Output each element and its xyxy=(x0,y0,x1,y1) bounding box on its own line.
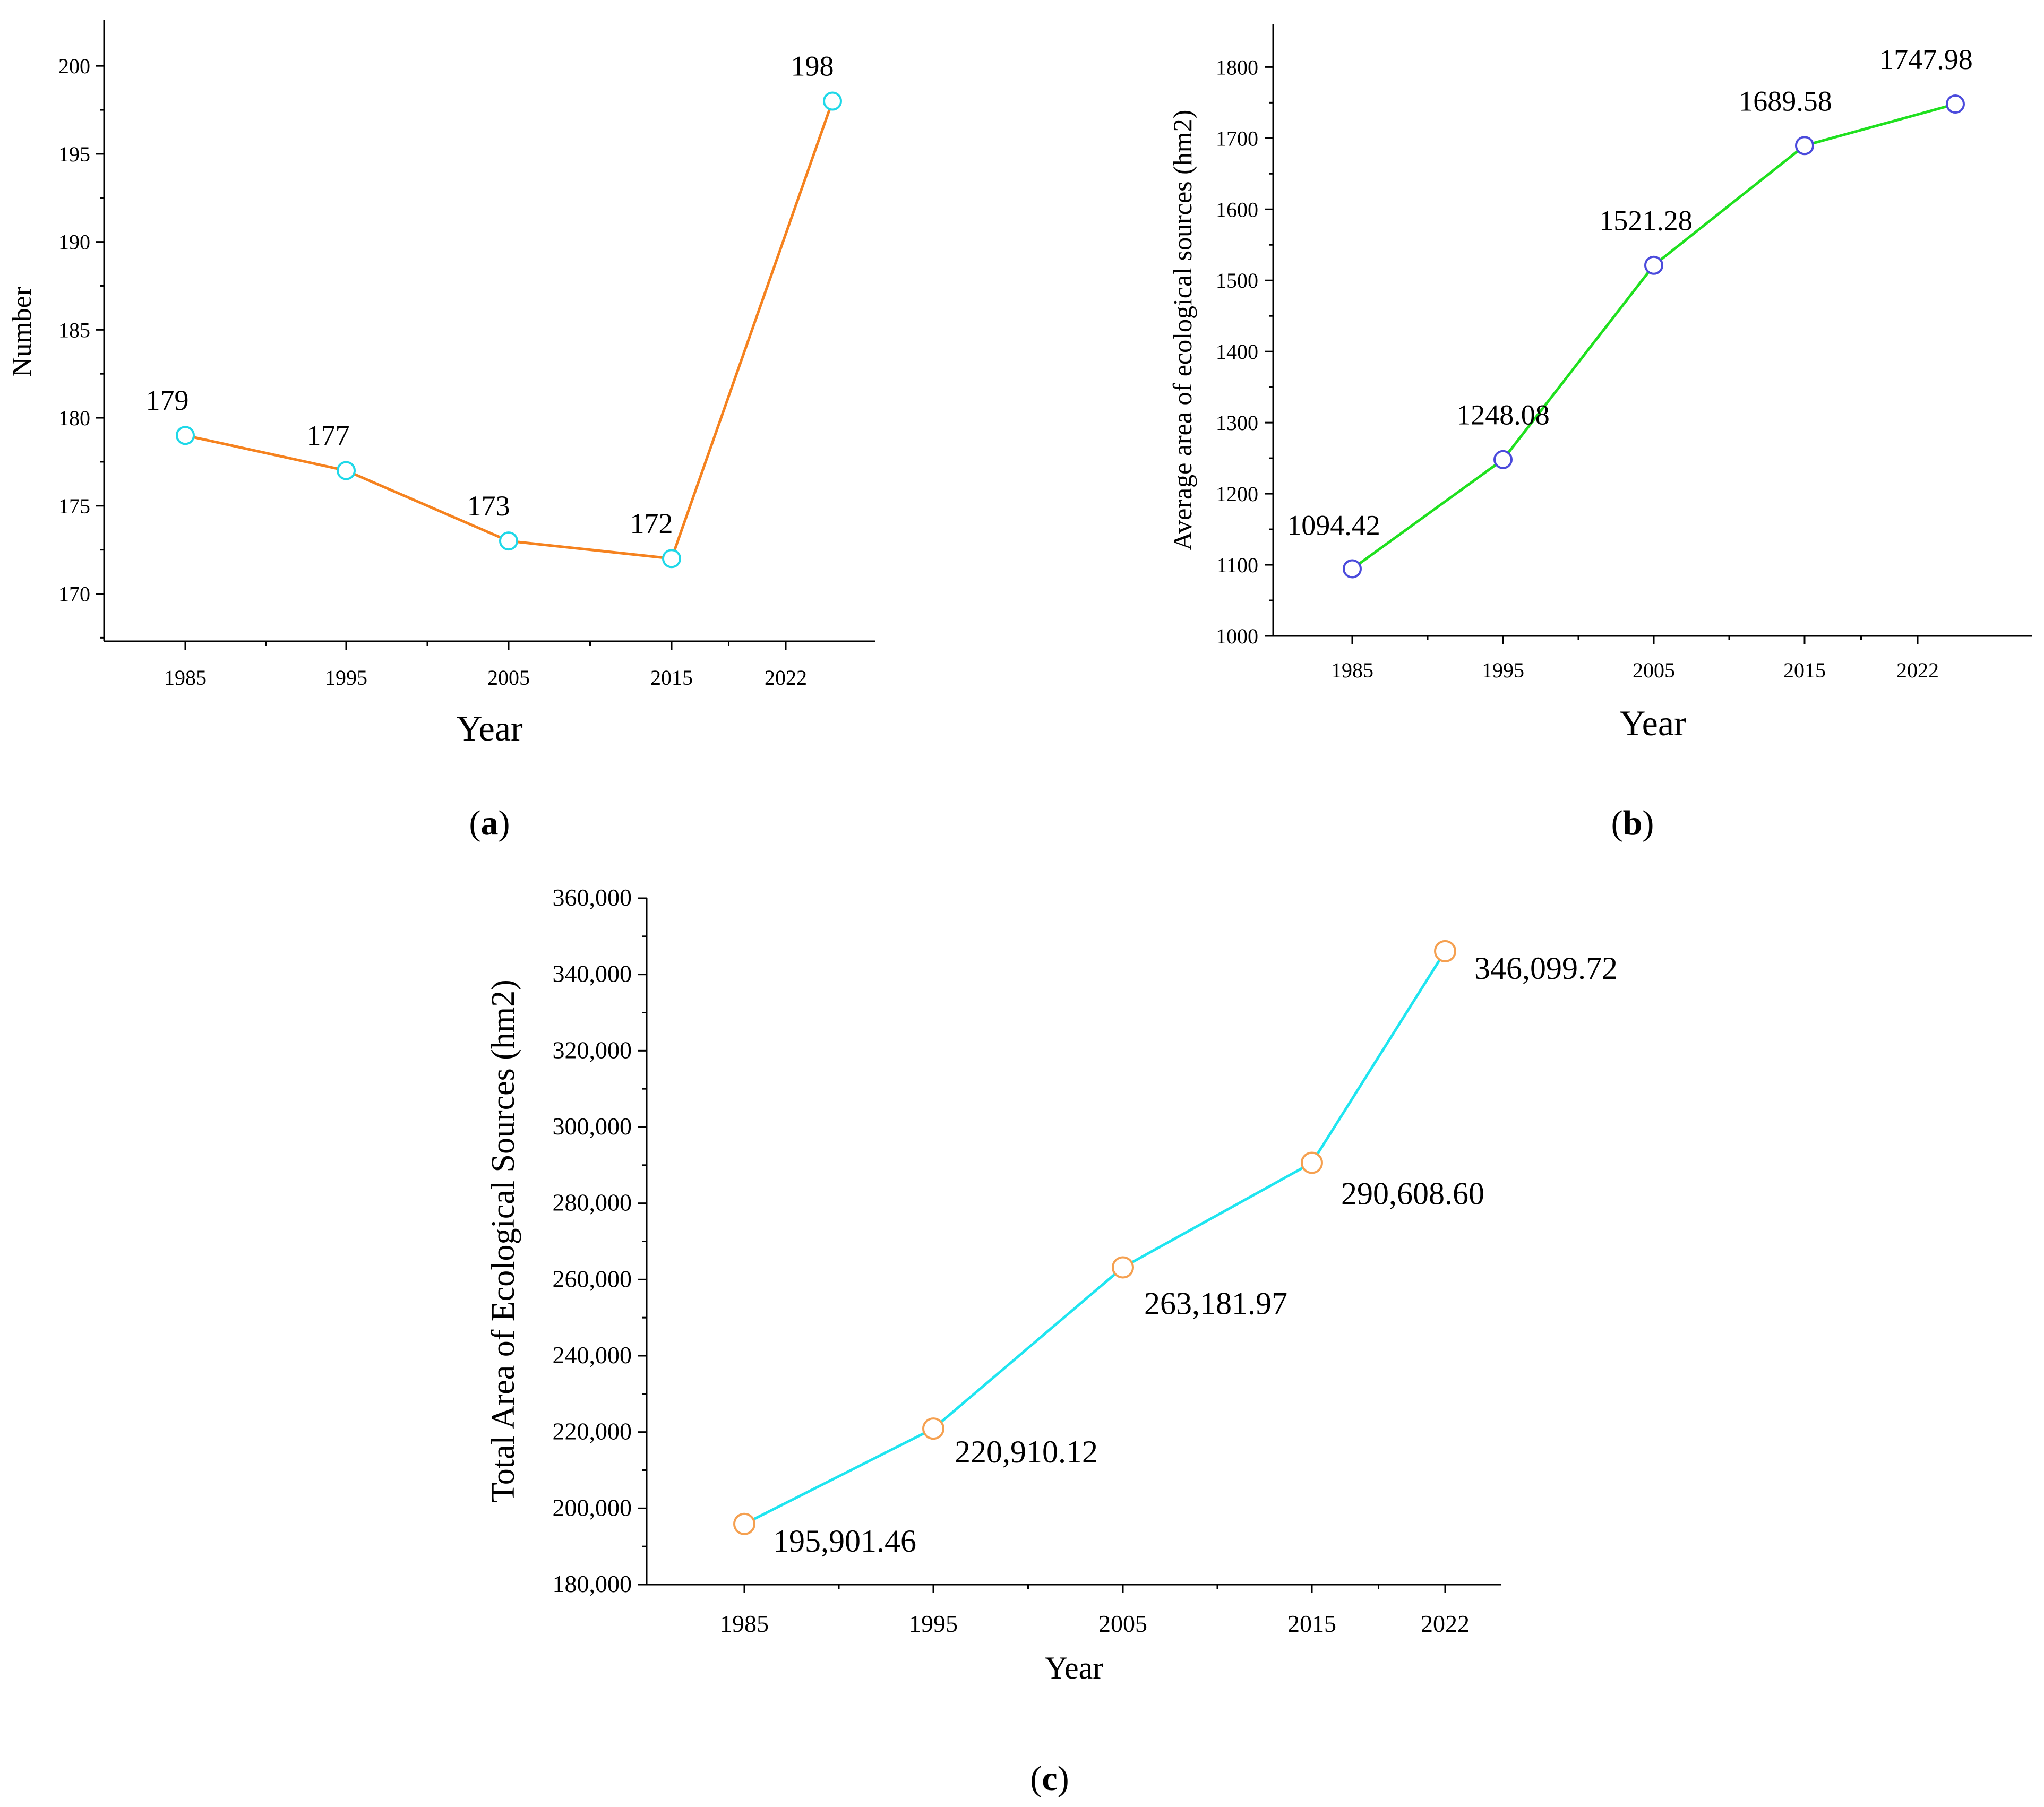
panel-c-point xyxy=(1434,940,1456,962)
panel-a-series: 179 177 173 172 198 xyxy=(146,50,842,569)
panel-a-y-tick-label: 180 xyxy=(58,406,90,430)
panel-b-point xyxy=(1493,450,1513,469)
panel-a-y-tick-label: 175 xyxy=(58,494,90,518)
panel-b-y-tick-label: 1300 xyxy=(1216,411,1258,435)
panel-b-point xyxy=(1946,94,1965,114)
panel-a-y-tick-label: 200 xyxy=(58,54,90,78)
panel-c-data-label: 220,910.12 xyxy=(955,1434,1098,1469)
panel-a-x-tick-label: 2022 xyxy=(765,666,807,690)
panel-a-y-axis-title: Number xyxy=(7,287,37,377)
panel-a-x-tick-label: 1985 xyxy=(164,666,207,690)
panel-c-caption: (c) xyxy=(1030,1759,1069,1798)
panel-c-y-tick-label: 340,000 xyxy=(553,960,632,987)
panel-b-point xyxy=(1343,559,1362,579)
panel-c-x-tick-label: 1995 xyxy=(909,1610,958,1637)
panel-b-y-ticks: 1000 1100 1200 1300 1400 1500 1600 1700 1800 xyxy=(1216,55,1273,648)
panel-b-x-tick-label: 2015 xyxy=(1783,658,1826,682)
panel-a-caption-letter: a xyxy=(481,804,499,842)
panel-c-data-label: 195,901.46 xyxy=(773,1524,916,1559)
panel-b-x-axis-title: Year xyxy=(1619,703,1686,743)
panel-b-series: 1094.42 1248.08 1521.28 1689.58 1747.98 xyxy=(1287,44,1973,579)
panel-b-y-tick-label: 1500 xyxy=(1216,269,1258,292)
panel-b-data-label: 1521.28 xyxy=(1599,205,1693,237)
panel-a-data-label: 179 xyxy=(146,384,189,416)
panel-b-x-tick-label: 1995 xyxy=(1482,658,1524,682)
panel-a-y-tick-label: 185 xyxy=(58,318,90,342)
panel-c-x-tick-label: 2005 xyxy=(1098,1610,1147,1637)
panel-c-data-label: 290,608.60 xyxy=(1341,1176,1484,1211)
panel-a-point xyxy=(499,531,518,551)
panel-c-point xyxy=(1112,1256,1134,1279)
panel-a-point xyxy=(176,426,195,445)
panel-b-y-tick-label: 1200 xyxy=(1216,482,1258,506)
panel-b-y-tick-label: 1700 xyxy=(1216,126,1258,150)
panel-b-y-tick-label: 1800 xyxy=(1216,55,1258,79)
panel-b-y-tick-label: 1100 xyxy=(1216,553,1258,577)
panel-c-y-tick-label: 240,000 xyxy=(553,1341,632,1369)
panel-b-data-label: 1689.58 xyxy=(1739,85,1832,117)
panel-b-y-axis-title: Average area of ecological sources (hm2) xyxy=(1167,110,1197,551)
panel-c-x-tick-label: 1985 xyxy=(720,1610,769,1637)
panel-c-series: 195,901.46 220,910.12 263,181.97 290,608.60… xyxy=(733,940,1618,1559)
panel-a-point xyxy=(337,461,356,480)
panel-a-data-label: 198 xyxy=(791,50,834,82)
panel-b-y-tick-label: 1400 xyxy=(1216,340,1258,364)
panel-b-series-line xyxy=(1351,102,1956,570)
panel-b-x-tick-label: 1985 xyxy=(1331,658,1373,682)
panel-c-y-tick-label: 220,000 xyxy=(553,1418,632,1445)
panel-a-y-tick-label: 195 xyxy=(58,142,90,166)
panel-c-point xyxy=(922,1417,944,1440)
panel-b-caption: (b) xyxy=(1611,804,1654,842)
panel-c-y-tick-label: 200,000 xyxy=(553,1494,632,1521)
panel-a-data-label: 172 xyxy=(630,507,673,539)
panel-a-x-tick-label: 2005 xyxy=(487,666,530,690)
panel-b-y-tick-label: 1000 xyxy=(1216,624,1258,648)
panel-a-x-tick-label: 1995 xyxy=(325,666,367,690)
panel-b-caption-letter: b xyxy=(1623,804,1643,842)
panel-c-y-tick-label: 280,000 xyxy=(553,1189,632,1216)
panel-c-y-ticks: 180,000 200,000 220,000 240,000 260,000 280,0… xyxy=(553,884,647,1597)
panel-b-data-label: 1248.08 xyxy=(1456,399,1550,431)
panel-b-point xyxy=(1795,136,1814,156)
panel-c-point xyxy=(733,1512,755,1535)
panel-a-y-ticks: 170 175 180 185 190 195 200 xyxy=(58,54,104,639)
panel-c-y-axis-title: Total Area of Ecological Sources (hm2) xyxy=(485,979,521,1503)
panel-c-x-axis-title: Year xyxy=(1045,1650,1104,1685)
panel-b-data-label: 1094.42 xyxy=(1287,510,1380,541)
panel-b-x-tick-label: 2005 xyxy=(1633,658,1675,682)
panel-c-y-tick-label: 180,000 xyxy=(553,1570,632,1597)
panel-b-y-tick-label: 1600 xyxy=(1216,197,1258,221)
panel-a-y-tick-label: 170 xyxy=(58,582,90,606)
panel-a-caption: (a) xyxy=(469,804,510,842)
panel-a-x-axis-title: Year xyxy=(456,708,523,748)
panel-a-y-tick-label: 190 xyxy=(58,230,90,254)
panel-a-x-tick-label: 2015 xyxy=(650,666,693,690)
panel-c-y-tick-label: 300,000 xyxy=(553,1113,632,1140)
panel-b-x-tick-label: 2022 xyxy=(1896,658,1939,682)
panel-a-point xyxy=(662,549,681,569)
panel-a-data-label: 173 xyxy=(467,490,510,522)
panel-a-data-label: 177 xyxy=(307,419,350,451)
panel-b: 1000 1100 1200 1300 1400 1500 1600 1700 1800 198… xyxy=(1167,24,2032,842)
panel-a-x-ticks: 1985 1995 2005 2015 2022 xyxy=(164,641,807,690)
panel-c-point xyxy=(1301,1151,1323,1174)
panel-b-point xyxy=(1644,255,1663,275)
panel-c-y-tick-label: 260,000 xyxy=(553,1265,632,1292)
panel-b-x-ticks: 1985 1995 2005 2015 2022 xyxy=(1331,636,1939,682)
panel-c: 180,000 200,000 220,000 240,000 260,000 280,0… xyxy=(485,884,1618,1798)
panel-c-data-label: 263,181.97 xyxy=(1144,1286,1287,1321)
panel-c-x-ticks: 1985 1995 2005 2015 2022 xyxy=(720,1585,1470,1637)
panel-c-y-tick-label: 320,000 xyxy=(553,1036,632,1063)
panel-c-y-tick-label: 360,000 xyxy=(553,884,632,911)
panel-c-x-tick-label: 2015 xyxy=(1287,1610,1336,1637)
panel-b-data-label: 1747.98 xyxy=(1879,44,1973,75)
panel-c-x-tick-label: 2022 xyxy=(1421,1610,1470,1637)
panel-a-point xyxy=(823,91,842,111)
panel-c-caption-letter: c xyxy=(1042,1759,1057,1798)
panel-c-data-label: 346,099.72 xyxy=(1474,951,1618,986)
panel-a: 170 175 180 185 190 195 200 1985 1995 2005 2015 20… xyxy=(7,20,875,842)
